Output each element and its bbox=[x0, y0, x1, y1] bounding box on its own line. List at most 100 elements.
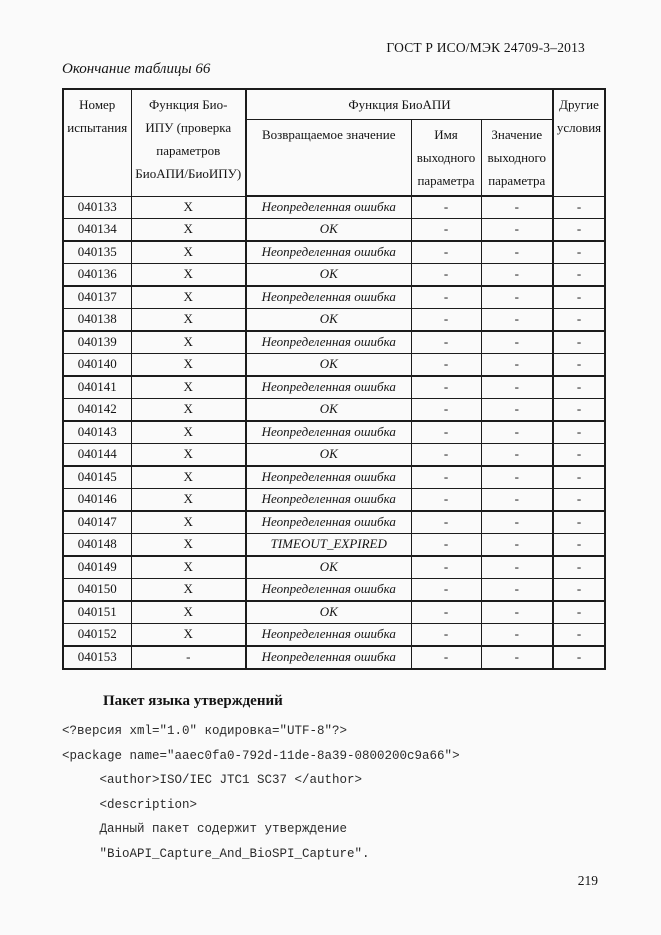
table-row: 040152 X Неопределенная ошибка - - - bbox=[62, 623, 606, 647]
cell-other-conditions: - bbox=[552, 465, 606, 489]
cell-bsp-function: X bbox=[130, 285, 247, 309]
cell-out-param-name: - bbox=[410, 375, 482, 399]
cell-out-param-name: - bbox=[410, 443, 482, 467]
cell-return-value: Неопределенная ошибка bbox=[245, 240, 412, 264]
cell-test-number: 040149 bbox=[62, 555, 132, 579]
table-row: 040139 X Неопределенная ошибка - - - bbox=[62, 330, 606, 354]
table-row: 040136 X OK - - - bbox=[62, 263, 606, 287]
cell-out-param-name: - bbox=[410, 398, 482, 422]
cell-bsp-function: X bbox=[130, 555, 247, 579]
cell-bsp-function: X bbox=[130, 600, 247, 624]
cell-test-number: 040137 bbox=[62, 285, 132, 309]
cell-return-value: Неопределенная ошибка bbox=[245, 510, 412, 534]
cell-out-param-value: - bbox=[480, 285, 554, 309]
cell-out-param-name: - bbox=[410, 308, 482, 332]
cell-out-param-name: - bbox=[410, 195, 482, 219]
code-line-description-text: Данный пакет содержит утверждение bbox=[62, 822, 348, 837]
cell-bsp-function: X bbox=[130, 263, 247, 287]
cell-out-param-name: - bbox=[410, 240, 482, 264]
assertion-package-heading: Пакет языка утверждений bbox=[103, 693, 283, 709]
table-row: 040143 X Неопределенная ошибка - - - bbox=[62, 420, 606, 444]
cell-return-value: Неопределенная ошибка bbox=[245, 465, 412, 489]
column-header-test-number: Номер испытания bbox=[62, 88, 132, 197]
table-row: 040133 X Неопределенная ошибка - - - bbox=[62, 195, 606, 219]
cell-other-conditions: - bbox=[552, 353, 606, 377]
cell-test-number: 040138 bbox=[62, 308, 132, 332]
cell-other-conditions: - bbox=[552, 263, 606, 287]
cell-out-param-value: - bbox=[480, 555, 554, 579]
cell-other-conditions: - bbox=[552, 533, 606, 557]
cell-other-conditions: - bbox=[552, 420, 606, 444]
cell-out-param-name: - bbox=[410, 533, 482, 557]
cell-bsp-function: X bbox=[130, 465, 247, 489]
cell-other-conditions: - bbox=[552, 578, 606, 602]
cell-bsp-function: X bbox=[130, 398, 247, 422]
cell-out-param-value: - bbox=[480, 330, 554, 354]
cell-bsp-function: X bbox=[130, 443, 247, 467]
cell-bsp-function: X bbox=[130, 420, 247, 444]
cell-test-number: 040143 bbox=[62, 420, 132, 444]
cell-bsp-function: X bbox=[130, 353, 247, 377]
test-results-table: Номер испытания Функция Био- ИПУ (провер… bbox=[62, 88, 606, 670]
cell-return-value: OK bbox=[245, 555, 412, 579]
cell-test-number: 040151 bbox=[62, 600, 132, 624]
table-header: Номер испытания Функция Био- ИПУ (провер… bbox=[62, 88, 606, 197]
cell-out-param-value: - bbox=[480, 353, 554, 377]
cell-other-conditions: - bbox=[552, 645, 606, 670]
cell-test-number: 040152 bbox=[62, 623, 132, 647]
cell-bsp-function: X bbox=[130, 623, 247, 647]
cell-return-value: Неопределенная ошибка bbox=[245, 623, 412, 647]
table-row: 040140 X OK - - - bbox=[62, 353, 606, 377]
cell-bsp-function: X bbox=[130, 195, 247, 219]
table-row: 040138 X OK - - - bbox=[62, 308, 606, 332]
cell-test-number: 040141 bbox=[62, 375, 132, 399]
cell-out-param-value: - bbox=[480, 600, 554, 624]
cell-out-param-name: - bbox=[410, 510, 482, 534]
cell-bsp-function: X bbox=[130, 578, 247, 602]
table-row: 040144 X OK - - - bbox=[62, 443, 606, 467]
cell-return-value: Неопределенная ошибка bbox=[245, 285, 412, 309]
cell-out-param-value: - bbox=[480, 263, 554, 287]
cell-out-param-value: - bbox=[480, 578, 554, 602]
cell-other-conditions: - bbox=[552, 398, 606, 422]
cell-other-conditions: - bbox=[552, 218, 606, 242]
cell-out-param-value: - bbox=[480, 218, 554, 242]
cell-out-param-value: - bbox=[480, 645, 554, 670]
cell-test-number: 040145 bbox=[62, 465, 132, 489]
cell-return-value: OK bbox=[245, 600, 412, 624]
cell-test-number: 040150 bbox=[62, 578, 132, 602]
cell-return-value: Неопределенная ошибка bbox=[245, 330, 412, 354]
cell-out-param-value: - bbox=[480, 398, 554, 422]
cell-test-number: 040136 bbox=[62, 263, 132, 287]
cell-out-param-value: - bbox=[480, 308, 554, 332]
column-group-bioapi-function: Функция БиоАПИ bbox=[245, 88, 554, 120]
cell-bsp-function: X bbox=[130, 510, 247, 534]
cell-out-param-name: - bbox=[410, 555, 482, 579]
cell-bsp-function: X bbox=[130, 330, 247, 354]
table-row: 040153 - Неопределенная ошибка - - - bbox=[62, 645, 606, 670]
cell-out-param-name: - bbox=[410, 465, 482, 489]
cell-out-param-name: - bbox=[410, 285, 482, 309]
cell-return-value: OK bbox=[245, 308, 412, 332]
cell-out-param-name: - bbox=[410, 645, 482, 670]
cell-other-conditions: - bbox=[552, 195, 606, 219]
cell-return-value: TIMEOUT_EXPIRED bbox=[245, 533, 412, 557]
cell-out-param-name: - bbox=[410, 353, 482, 377]
cell-test-number: 040135 bbox=[62, 240, 132, 264]
cell-out-param-value: - bbox=[480, 240, 554, 264]
cell-out-param-value: - bbox=[480, 533, 554, 557]
column-header-out-param-name: Имя выходного параметра bbox=[410, 119, 482, 197]
cell-other-conditions: - bbox=[552, 240, 606, 264]
cell-bsp-function: X bbox=[130, 533, 247, 557]
cell-other-conditions: - bbox=[552, 443, 606, 467]
cell-return-value: OK bbox=[245, 263, 412, 287]
table-row: 040142 X OK - - - bbox=[62, 398, 606, 422]
cell-return-value: Неопределенная ошибка bbox=[245, 645, 412, 670]
standard-number-header: ГОСТ Р ИСО/МЭК 24709-3–2013 bbox=[386, 40, 585, 55]
column-header-return-value: Возвращаемое значение bbox=[245, 119, 412, 197]
cell-out-param-name: - bbox=[410, 263, 482, 287]
cell-test-number: 040133 bbox=[62, 195, 132, 219]
column-header-other-conditions: Другие условия bbox=[552, 88, 606, 197]
cell-out-param-name: - bbox=[410, 578, 482, 602]
cell-other-conditions: - bbox=[552, 488, 606, 512]
